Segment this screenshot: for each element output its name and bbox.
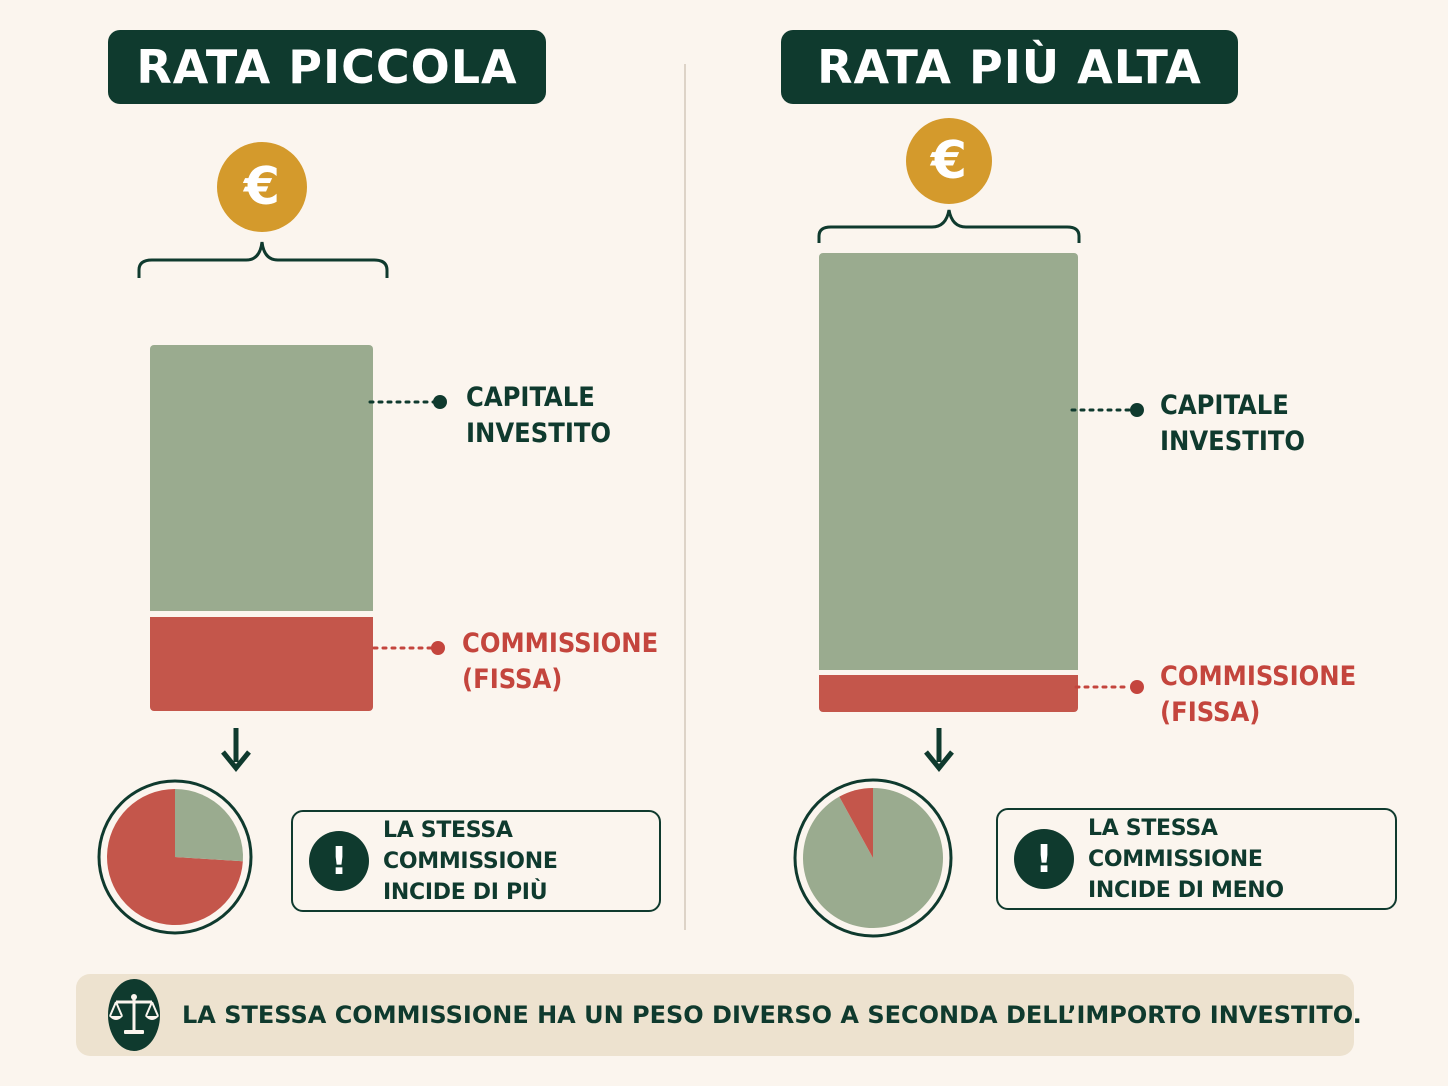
right-capital-label: CAPITALE INVESTITO — [1160, 390, 1306, 457]
footer-text: LA STESSA COMMISSIONE HA UN PESO DIVERSO… — [182, 1001, 1362, 1029]
right-note-box: ! LA STESSA COMMISSIONE INCIDE DI MENO — [996, 808, 1397, 910]
right-commission-segment — [819, 675, 1078, 712]
arrow-down-icon — [221, 728, 251, 772]
right-note-text: LA STESSA COMMISSIONE INCIDE DI MENO — [1088, 815, 1284, 903]
bracket-icon — [817, 209, 1081, 243]
arrow-down-icon — [924, 728, 954, 772]
scale-icon — [108, 979, 160, 1051]
right-pie-capital-slice — [803, 788, 944, 928]
left-capital-label: CAPITALE INVESTITO — [466, 382, 612, 449]
left-capital-leader — [368, 395, 447, 409]
left-commission-leader — [372, 641, 445, 655]
exclamation-icon: ! — [309, 831, 369, 891]
right-pie-chart-icon — [793, 778, 953, 938]
exclamation-icon: ! — [1014, 829, 1074, 889]
right-commission-leader — [1074, 680, 1144, 694]
left-commission-segment — [150, 617, 373, 711]
left-pie-commission-slice — [107, 789, 243, 925]
right-capital-leader — [1070, 403, 1144, 417]
footer-banner: LA STESSA COMMISSIONE HA UN PESO DIVERSO… — [76, 974, 1362, 1056]
left-commission-label: COMMISSIONE (FISSA) — [462, 628, 659, 695]
left-title: RATA PICCOLA — [108, 30, 546, 104]
left-capital-segment — [150, 345, 373, 611]
right-title: RATA PIÙ ALTA — [781, 30, 1238, 104]
euro-coin-icon: € — [217, 142, 307, 232]
right-pie-commission-slice — [839, 788, 873, 858]
bracket-icon — [137, 241, 389, 278]
right-commission-label: COMMISSIONE (FISSA) — [1160, 661, 1357, 728]
panel-divider — [684, 64, 686, 930]
left-note-box: ! LA STESSA COMMISSIONE INCIDE DI PIÙ — [291, 810, 661, 912]
left-pie-capital-slice — [175, 789, 244, 862]
left-pie-chart-icon — [97, 779, 253, 935]
euro-coin-icon: € — [906, 118, 992, 204]
left-note-text: LA STESSA COMMISSIONE INCIDE DI PIÙ — [383, 817, 558, 905]
right-capital-segment — [819, 253, 1078, 670]
